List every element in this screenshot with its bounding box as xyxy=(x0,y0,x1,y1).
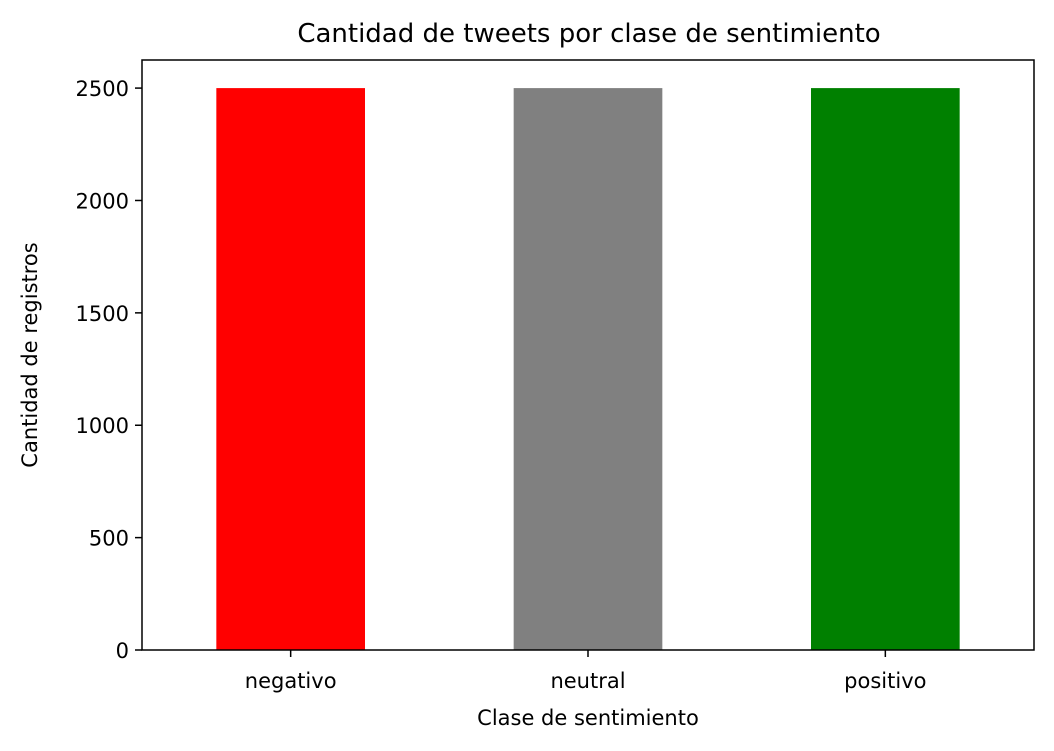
x-tick-label: negativo xyxy=(245,669,337,693)
x-tick-label: positivo xyxy=(844,669,926,693)
y-axis: 0 500 1000 1500 2000 2500 xyxy=(76,77,142,663)
y-tick-label: 0 xyxy=(116,639,129,663)
y-tick-label: 1000 xyxy=(76,414,129,438)
bar-positivo xyxy=(811,88,960,651)
bars-group xyxy=(216,88,960,651)
x-axis: negativo neutral positivo xyxy=(245,650,926,693)
bar-neutral xyxy=(513,88,663,651)
plot-frame xyxy=(141,59,1035,651)
y-tick-label: 2000 xyxy=(76,189,129,213)
x-tick-label: neutral xyxy=(550,669,625,693)
y-axis-label: Cantidad de registros xyxy=(18,242,42,467)
y-tick-label: 500 xyxy=(89,527,129,551)
x-axis-label: Clase de sentimiento xyxy=(477,706,699,730)
chart-title: Cantidad de tweets por clase de sentimie… xyxy=(297,19,880,49)
y-tick-label: 2500 xyxy=(76,77,129,101)
y-tick-label: 1500 xyxy=(76,302,129,326)
bar-negativo xyxy=(216,88,365,651)
